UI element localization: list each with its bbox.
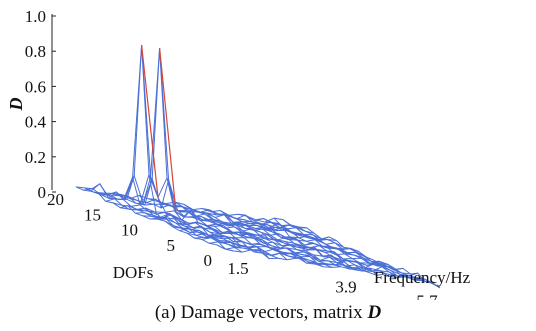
- dof-axis-label: DOFs: [113, 263, 154, 282]
- mesh-line-frequency: [75, 186, 225, 249]
- z-tick-label: 0: [38, 183, 47, 202]
- mesh-line-frequency: [219, 210, 369, 273]
- frequency-axis-label: Frequency/Hz: [374, 268, 471, 287]
- peak-edge-highlight: [159, 48, 177, 213]
- dof-tick-label: 10: [121, 221, 138, 240]
- mesh-line-frequency: [264, 221, 414, 280]
- frequency-tick-label: 3.9: [335, 278, 356, 297]
- dof-tick-label: 5: [167, 236, 176, 255]
- peak-edge-highlight: [141, 44, 159, 198]
- z-tick-label: 0.2: [25, 148, 46, 167]
- z-tick-label: 0.6: [25, 77, 46, 96]
- mesh-line-dof: [112, 173, 330, 241]
- dof-tick-label: 20: [47, 190, 64, 209]
- z-axis-ticks: 0 0.2 0.4 0.6 0.8 1.0: [25, 7, 56, 202]
- dof-tick-label: 0: [204, 251, 213, 270]
- mesh-line-frequency: [111, 44, 261, 252]
- mesh-line-frequency: [138, 179, 288, 261]
- z-tick-label: 1.0: [25, 7, 46, 26]
- mesh-line-frequency: [246, 215, 396, 277]
- mesh-line-frequency: [201, 208, 351, 270]
- frequency-axis-ticks: 1.5 3.9 5.7 6.3: [227, 259, 468, 300]
- mesh-line-frequency: [183, 203, 333, 268]
- mesh-line-frequency: [273, 217, 423, 282]
- frequency-tick-label: 5.7: [416, 292, 438, 300]
- damage-vector-surface-plot: 0 0.2 0.4 0.6 0.8 1.0 D 0 5 10 15 20 DOFs 1.5 3.9 5…: [6, 7, 471, 300]
- mesh-line-frequency: [282, 219, 432, 284]
- caption-text: (a) Damage vectors, matrix: [154, 302, 368, 323]
- figure-caption: (a) Damage vectors, matrix D: [0, 298, 536, 328]
- frequency-tick-label: 1.5: [227, 259, 248, 278]
- mesh-line-frequency: [291, 225, 441, 289]
- mesh-line-frequency: [102, 175, 252, 251]
- z-axis-label: D: [6, 98, 26, 112]
- z-tick-label: 0.4: [25, 113, 47, 132]
- mesh-line-frequency: [165, 203, 315, 264]
- dof-tick-label: 15: [84, 205, 101, 224]
- z-tick-label: 0.8: [25, 42, 46, 61]
- mesh-line-frequency: [174, 201, 324, 268]
- mesh-line-frequency: [84, 183, 234, 252]
- mesh-line-frequency: [210, 211, 360, 270]
- mesh-line-frequency: [192, 209, 342, 268]
- caption-symbol: D: [367, 302, 382, 323]
- dof-axis-ticks: 0 5 10 15 20: [47, 190, 212, 270]
- surface-mesh: [75, 44, 441, 289]
- frequency-tick-label: 6.3: [447, 296, 468, 300]
